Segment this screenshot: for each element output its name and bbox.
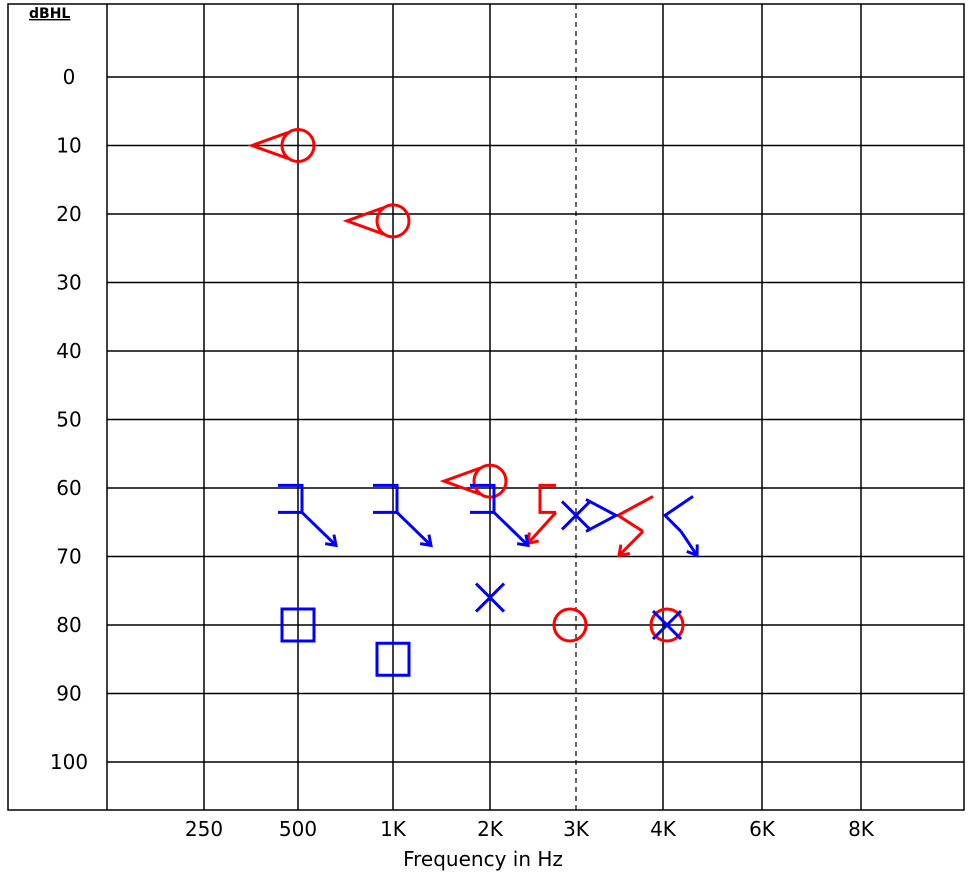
marker-arrow-head: [419, 534, 433, 548]
marker-arrow-head: [516, 534, 530, 548]
marker-arrow-shaft: [492, 511, 530, 547]
marker-bracket: [538, 483, 556, 514]
marker-left-angle: [247, 131, 289, 160]
marker-x: [651, 609, 683, 641]
x-tick-label: 8K: [848, 817, 875, 841]
marker-left-angle: [439, 466, 481, 496]
y-tick-label: 20: [56, 202, 81, 226]
x-tick-label: 4K: [650, 817, 677, 841]
marker-left-angle-arrow: [615, 495, 654, 558]
marker-square: [280, 607, 316, 643]
marker-angle: [615, 495, 654, 533]
marker-circle: [375, 203, 411, 239]
y-axis-unit-label: dBHL: [29, 6, 70, 22]
marker-right-angle-arrow: [662, 495, 699, 558]
marker-right-bracket-arrow: [373, 483, 433, 548]
marker-left-angle: [342, 206, 384, 236]
marker-x-stroke: [474, 582, 506, 613]
x-tick-label: 6K: [749, 817, 776, 841]
marker-angle: [662, 495, 694, 533]
x-tick-label: 2K: [477, 817, 504, 841]
marker-bracket: [470, 483, 496, 514]
x-tick-label: 500: [279, 817, 317, 841]
marker-arrow-shaft: [526, 511, 558, 545]
y-tick-label: 90: [56, 682, 81, 706]
y-tick-label: 30: [56, 271, 81, 295]
marker-arrow-shaft: [395, 511, 433, 547]
marker-bracket: [278, 483, 304, 514]
y-tick-label: 70: [56, 545, 81, 569]
marker-arrow-shaft: [679, 530, 699, 557]
x-tick-label: 250: [185, 817, 223, 841]
x-tick-label: 3K: [563, 817, 590, 841]
plot-frame: [7, 3, 965, 811]
x-tick-label: 1K: [380, 817, 407, 841]
marker-x-stroke: [560, 500, 592, 531]
marker-x-stroke: [651, 609, 683, 641]
marker-square: [375, 641, 411, 677]
marker-right-angle: [585, 498, 620, 533]
marker-x: [474, 582, 506, 613]
y-tick-label: 10: [56, 134, 81, 158]
x-axis-label: Frequency in Hz: [403, 847, 563, 871]
marker-circle: [472, 463, 508, 499]
y-tick-label: 80: [56, 613, 81, 637]
y-tick-label: 50: [56, 408, 81, 432]
marker-circle: [552, 607, 588, 643]
marker-arrow-shaft: [617, 530, 645, 557]
marker-circle: [649, 607, 685, 643]
marker-arrow-shaft: [300, 511, 338, 547]
y-tick-label: 60: [56, 476, 81, 500]
marker-arrow-head: [617, 544, 631, 558]
marker-arrow-head: [686, 544, 699, 558]
y-tick-label: 40: [56, 339, 81, 363]
marker-x: [560, 500, 592, 531]
marker-left-bracket-arrow: [526, 483, 558, 546]
marker-bracket: [373, 483, 399, 514]
marker-right-bracket-arrow: [470, 483, 530, 548]
marker-circle: [280, 128, 316, 163]
y-tick-label: 0: [63, 65, 76, 89]
y-tick-label: 100: [50, 750, 88, 774]
marker-arrow-head: [324, 534, 338, 548]
marker-right-bracket-arrow: [278, 483, 338, 548]
